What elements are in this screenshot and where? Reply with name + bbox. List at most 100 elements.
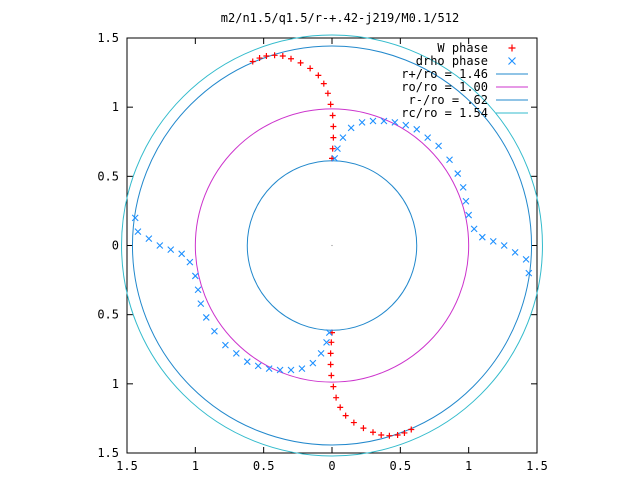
- data-point: [194, 286, 202, 294]
- data-point: [297, 59, 304, 66]
- data-point: [328, 339, 335, 346]
- data-point: [178, 250, 186, 258]
- x-tick-label: 0.5: [389, 459, 411, 473]
- data-point: [271, 52, 278, 59]
- data-point: [330, 134, 337, 141]
- data-point: [380, 117, 388, 125]
- data-point: [325, 329, 333, 337]
- circle-rc-ro: [121, 34, 543, 457]
- x-tick-label: 1: [192, 459, 199, 473]
- data-point: [279, 52, 286, 59]
- data-point: [489, 237, 497, 245]
- data-point: [131, 214, 139, 222]
- data-point: [478, 233, 486, 241]
- data-point: [459, 184, 467, 191]
- data-point: [329, 112, 336, 119]
- data-point: [386, 432, 393, 439]
- x-tick-label: 0: [328, 459, 335, 473]
- data-point: [317, 350, 325, 357]
- y-tick-label: 0.5: [97, 169, 119, 183]
- plot-axes: 1.5 1 0.5 0 0.5 1 1.51.510.500.511.5: [97, 31, 548, 473]
- x-tick-label: 0.5: [253, 459, 275, 473]
- data-point: [211, 327, 218, 335]
- data-point: [424, 134, 432, 141]
- data-point: [327, 361, 334, 368]
- data-point: [394, 432, 401, 439]
- data-point: [360, 425, 367, 432]
- legend-label: r+/ro = 1.46: [401, 67, 488, 81]
- data-point: [435, 142, 442, 150]
- data-point: [333, 394, 340, 401]
- data-point: [249, 58, 256, 65]
- center-dot: [331, 244, 333, 247]
- x-tick-label: 1.5: [116, 459, 138, 473]
- data-point: [470, 225, 478, 233]
- data-point: [342, 412, 349, 419]
- radius-circles: [121, 34, 543, 457]
- data-point: [243, 358, 251, 366]
- data-point: [134, 228, 142, 236]
- data-point: [511, 249, 519, 256]
- data-point: [327, 350, 334, 357]
- data-point: [413, 125, 421, 133]
- data-point: [339, 134, 347, 141]
- data-point: [197, 300, 205, 307]
- data-point: [370, 429, 376, 436]
- y-tick-label: 1: [112, 100, 119, 114]
- y-tick-label: 1.5: [97, 31, 119, 45]
- data-point: [391, 118, 399, 126]
- data-point: [256, 55, 263, 62]
- data-point: [222, 341, 229, 349]
- data-point: [298, 365, 306, 373]
- legend-label: drho phase: [416, 54, 488, 68]
- circle-ro-ro: [194, 108, 470, 383]
- data-point: [288, 55, 294, 62]
- legend-label: r-/ro = .62: [409, 93, 488, 107]
- circle-r--ro: [131, 45, 533, 446]
- legend-label: W phase: [437, 41, 488, 55]
- data-point: [323, 338, 330, 346]
- data-point: [522, 255, 530, 263]
- data-point: [330, 383, 337, 390]
- data-point: [465, 211, 473, 219]
- x-tick-label: 1.5: [526, 459, 548, 473]
- data-point: [508, 44, 516, 52]
- data-point: [358, 118, 366, 126]
- data-point: [525, 269, 533, 277]
- data-point: [408, 426, 415, 433]
- data-point: [324, 90, 331, 97]
- data-point: [462, 197, 470, 205]
- data-point: [334, 145, 341, 153]
- data-point: [186, 258, 194, 266]
- y-tick-label: 0: [112, 239, 119, 253]
- data-point: [347, 124, 355, 132]
- data-point: [454, 170, 462, 177]
- series-drho-phase: [131, 117, 533, 374]
- legend-label: rc/ro = 1.54: [401, 106, 488, 120]
- data-point: [202, 314, 210, 321]
- y-tick-label: 0.5: [97, 308, 119, 322]
- data-point: [191, 272, 199, 280]
- y-tick-label: 1.5: [97, 446, 119, 460]
- data-point: [145, 235, 153, 242]
- data-point: [287, 366, 295, 374]
- data-point: [331, 154, 339, 162]
- data-point: [508, 57, 516, 65]
- y-tick-label: 1: [112, 377, 119, 391]
- data-point: [402, 121, 410, 129]
- data-point: [307, 65, 314, 72]
- data-point: [328, 372, 335, 379]
- data-point: [315, 72, 322, 79]
- data-point: [156, 242, 164, 249]
- data-point: [309, 359, 317, 367]
- data-point: [378, 432, 385, 439]
- data-point: [500, 242, 508, 249]
- data-point: [263, 52, 270, 59]
- data-point: [369, 117, 377, 125]
- data-point: [337, 404, 344, 411]
- data-point: [254, 362, 262, 370]
- legend-label: ro/ro = 1.00: [401, 80, 488, 94]
- data-point: [401, 429, 408, 436]
